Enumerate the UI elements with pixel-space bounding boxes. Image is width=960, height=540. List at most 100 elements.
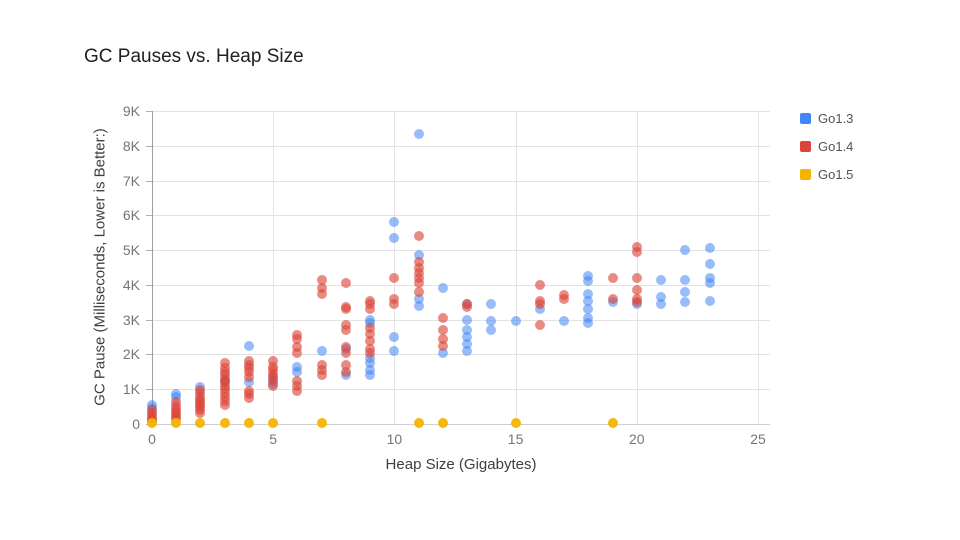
data-point-go1.4[interactable] — [292, 347, 303, 358]
data-point-go1.4[interactable] — [292, 375, 303, 386]
data-point-go1.4[interactable] — [413, 272, 424, 283]
data-point-go1.3[interactable] — [704, 295, 715, 306]
data-point-go1.3[interactable] — [171, 391, 182, 402]
data-point-go1.4[interactable] — [437, 333, 448, 344]
data-point-go1.3[interactable] — [413, 293, 424, 304]
data-point-go1.3[interactable] — [389, 332, 400, 343]
data-point-go1.4[interactable] — [413, 231, 424, 242]
data-point-go1.3[interactable] — [583, 312, 594, 323]
data-point-go1.3[interactable] — [583, 295, 594, 306]
data-point-go1.3[interactable] — [680, 274, 691, 285]
data-point-go1.4[interactable] — [316, 370, 327, 381]
data-point-go1.3[interactable] — [680, 245, 691, 256]
data-point-go1.3[interactable] — [704, 243, 715, 254]
data-point-go1.3[interactable] — [486, 316, 497, 327]
data-point-go1.4[interactable] — [631, 246, 642, 257]
data-point-go1.4[interactable] — [243, 372, 254, 383]
data-point-go1.3[interactable] — [583, 276, 594, 287]
data-point-go1.4[interactable] — [268, 380, 279, 391]
data-point-go1.4[interactable] — [340, 342, 351, 353]
data-point-go1.3[interactable] — [656, 299, 667, 310]
data-point-go1.4[interactable] — [534, 319, 545, 330]
data-point-go1.4[interactable] — [413, 257, 424, 268]
data-point-go1.5[interactable] — [437, 418, 448, 429]
data-point-go1.4[interactable] — [413, 278, 424, 289]
data-point-go1.4[interactable] — [340, 359, 351, 370]
data-point-go1.5[interactable] — [219, 418, 230, 429]
data-point-go1.5[interactable] — [316, 418, 327, 429]
data-point-go1.3[interactable] — [413, 128, 424, 139]
data-point-go1.4[interactable] — [316, 365, 327, 376]
data-point-go1.4[interactable] — [292, 380, 303, 391]
data-point-go1.4[interactable] — [292, 342, 303, 353]
data-point-go1.4[interactable] — [365, 347, 376, 358]
data-point-go1.4[interactable] — [219, 358, 230, 369]
data-point-go1.4[interactable] — [631, 241, 642, 252]
data-point-go1.3[interactable] — [413, 250, 424, 261]
data-point-go1.4[interactable] — [631, 285, 642, 296]
data-point-go1.3[interactable] — [486, 325, 497, 336]
data-point-go1.5[interactable] — [268, 418, 279, 429]
data-point-go1.4[interactable] — [268, 356, 279, 367]
data-point-go1.4[interactable] — [607, 293, 618, 304]
data-point-go1.4[interactable] — [316, 274, 327, 285]
data-point-go1.3[interactable] — [243, 340, 254, 351]
data-point-go1.4[interactable] — [340, 319, 351, 330]
data-point-go1.5[interactable] — [147, 418, 157, 429]
data-point-go1.4[interactable] — [365, 299, 376, 310]
legend-item-go1.3[interactable]: Go1.3 — [800, 104, 853, 132]
data-point-go1.4[interactable] — [365, 304, 376, 315]
data-point-go1.3[interactable] — [462, 339, 473, 349]
data-point-go1.3[interactable] — [704, 259, 715, 270]
legend-item-go1.4[interactable]: Go1.4 — [800, 132, 853, 160]
data-point-go1.3[interactable] — [243, 377, 254, 388]
data-point-go1.3[interactable] — [656, 292, 667, 303]
data-point-go1.3[interactable] — [462, 332, 473, 343]
data-point-go1.4[interactable] — [340, 366, 351, 377]
data-point-go1.4[interactable] — [340, 304, 351, 315]
data-point-go1.3[interactable] — [365, 352, 376, 363]
data-point-go1.3[interactable] — [583, 318, 594, 329]
data-point-go1.4[interactable] — [292, 385, 303, 396]
data-point-go1.3[interactable] — [413, 300, 424, 311]
data-point-go1.3[interactable] — [365, 370, 376, 381]
data-point-go1.4[interactable] — [462, 302, 473, 313]
data-point-go1.4[interactable] — [316, 359, 327, 370]
data-point-go1.4[interactable] — [631, 297, 642, 308]
data-point-go1.4[interactable] — [340, 347, 351, 358]
data-point-go1.5[interactable] — [510, 418, 521, 429]
data-point-go1.4[interactable] — [316, 283, 327, 294]
data-point-go1.4[interactable] — [243, 366, 254, 377]
data-point-go1.4[interactable] — [534, 279, 545, 290]
data-point-go1.4[interactable] — [631, 272, 642, 283]
data-point-go1.3[interactable] — [389, 232, 400, 243]
data-point-go1.4[interactable] — [268, 375, 279, 386]
data-point-go1.4[interactable] — [389, 293, 400, 304]
data-point-go1.3[interactable] — [704, 272, 715, 283]
data-point-go1.3[interactable] — [365, 365, 376, 376]
data-point-go1.4[interactable] — [607, 272, 618, 283]
data-point-go1.5[interactable] — [171, 418, 182, 429]
data-point-go1.3[interactable] — [704, 278, 715, 289]
data-point-go1.4[interactable] — [340, 278, 351, 289]
data-point-go1.4[interactable] — [292, 333, 303, 344]
data-point-go1.3[interactable] — [437, 347, 448, 358]
data-point-go1.4[interactable] — [559, 293, 570, 304]
data-point-go1.3[interactable] — [680, 286, 691, 297]
data-point-go1.4[interactable] — [413, 262, 424, 273]
data-point-go1.3[interactable] — [316, 345, 327, 356]
data-point-go1.3[interactable] — [486, 299, 497, 310]
data-point-go1.3[interactable] — [462, 325, 473, 336]
data-point-go1.4[interactable] — [365, 335, 376, 346]
data-point-go1.3[interactable] — [534, 304, 545, 315]
data-point-go1.3[interactable] — [462, 345, 473, 356]
data-point-go1.4[interactable] — [316, 288, 327, 299]
data-point-go1.5[interactable] — [413, 418, 424, 429]
data-point-go1.3[interactable] — [292, 361, 303, 372]
legend-item-go1.5[interactable]: Go1.5 — [800, 160, 853, 188]
data-point-go1.3[interactable] — [389, 345, 400, 356]
data-point-go1.4[interactable] — [389, 299, 400, 310]
data-point-go1.5[interactable] — [607, 418, 618, 429]
data-point-go1.4[interactable] — [389, 272, 400, 283]
data-point-go1.3[interactable] — [583, 288, 594, 299]
